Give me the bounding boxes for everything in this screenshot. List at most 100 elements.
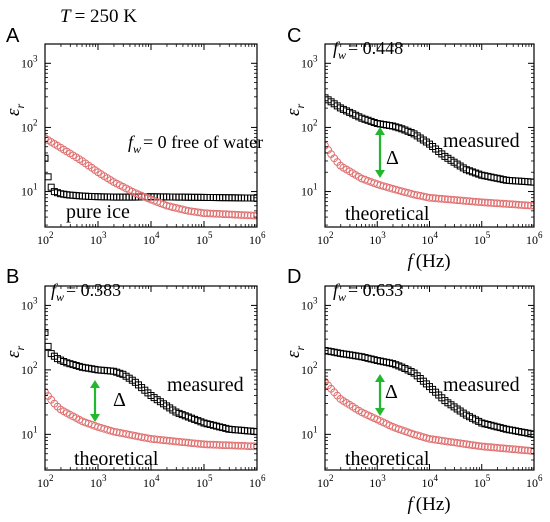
- data-point-circle: [156, 436, 165, 444]
- data-point-circle: [480, 198, 489, 207]
- series-group: [325, 347, 534, 455]
- data-point-circle: [434, 194, 443, 203]
- data-point-circle: [456, 439, 465, 448]
- data-point-circle: [468, 197, 477, 206]
- data-point-circle: [181, 438, 190, 447]
- data-point-circle: [527, 446, 534, 455]
- data-point-circle: [200, 209, 208, 218]
- annotation-label: theoretical: [74, 448, 159, 470]
- condition-label: fw = 0.448: [333, 38, 403, 62]
- data-point-square: [325, 94, 329, 102]
- condition-label: fw = 0 free of water: [128, 132, 263, 156]
- x-axis-label: f (Hz): [408, 251, 451, 272]
- panel-label: B: [6, 266, 19, 288]
- data-point-circle: [193, 439, 202, 448]
- data-point-circle: [200, 440, 208, 449]
- data-point-circle: [511, 200, 520, 209]
- data-point-square: [45, 154, 49, 162]
- data-point-circle: [193, 208, 202, 217]
- data-point-circle: [499, 199, 508, 208]
- data-point-circle: [437, 194, 446, 203]
- data-point-circle: [425, 435, 434, 443]
- data-point-circle: [490, 443, 498, 452]
- delta-arrow: [90, 380, 100, 422]
- data-point-circle: [147, 435, 155, 443]
- data-point-circle: [237, 211, 246, 219]
- data-point-circle: [508, 445, 517, 454]
- data-point-circle: [493, 443, 502, 452]
- data-point-circle: [212, 440, 221, 449]
- data-point-circle: [514, 445, 523, 454]
- data-point-circle: [428, 435, 437, 444]
- data-point-square: [45, 342, 52, 350]
- data-point-circle: [45, 134, 49, 143]
- data-point-circle: [474, 442, 483, 450]
- y-axis-label: εr: [3, 104, 27, 117]
- data-point-circle: [246, 442, 255, 451]
- figure-title: T = 250 K: [60, 6, 137, 27]
- data-point-circle: [234, 210, 243, 219]
- condition-label: fw = 0.383: [51, 280, 121, 304]
- data-point-circle: [250, 442, 257, 451]
- data-point-circle: [496, 444, 505, 453]
- annotation-label: Δ: [386, 147, 399, 169]
- data-point-circle: [453, 196, 462, 205]
- x-tick-label: 104: [422, 473, 439, 490]
- data-point-square: [530, 178, 534, 186]
- data-point-circle: [514, 200, 523, 209]
- x-tick-label: 104: [422, 230, 439, 247]
- annotation-label: theoretical: [345, 448, 430, 470]
- data-point-circle: [502, 200, 511, 208]
- data-point-circle: [508, 200, 517, 209]
- x-tick-label: 103: [90, 473, 107, 490]
- x-tick-label: 106: [249, 230, 266, 247]
- panel-a: A 102 103 104 105 106 101 102 103 εr fw = 0 free of…: [3, 25, 266, 247]
- y-tick-label: 103: [21, 295, 38, 312]
- data-point-circle: [178, 438, 187, 447]
- data-point-circle: [218, 210, 227, 219]
- data-point-circle: [228, 210, 237, 219]
- title-variable: T: [60, 6, 72, 27]
- data-point-circle: [468, 441, 477, 450]
- data-point-circle: [502, 444, 511, 453]
- x-tick-label: 106: [249, 473, 266, 490]
- data-point-circle: [437, 436, 446, 445]
- data-point-square: [45, 329, 49, 336]
- data-point-circle: [416, 191, 425, 200]
- x-tick-label: 104: [143, 230, 160, 247]
- annotation-label: measured: [443, 130, 520, 152]
- y-axis-label: εr: [283, 104, 307, 117]
- data-point-circle: [524, 446, 532, 455]
- panels-group: A 102 103 104 105 106 101 102 103 εr fw = 0 free of…: [3, 25, 543, 515]
- data-point-circle: [447, 438, 455, 446]
- data-point-circle: [231, 210, 240, 219]
- y-tick-label: 101: [301, 182, 318, 199]
- x-tick-label: 105: [196, 230, 213, 247]
- data-point-circle: [462, 197, 471, 205]
- data-point-circle: [462, 440, 471, 449]
- annotation-label: measured: [167, 374, 244, 396]
- data-point-circle: [511, 445, 520, 454]
- data-point-circle: [197, 208, 205, 217]
- data-point-circle: [444, 195, 452, 204]
- data-point-circle: [428, 194, 437, 202]
- data-point-circle: [431, 194, 440, 203]
- data-point-circle: [517, 446, 526, 454]
- data-point-square: [45, 173, 52, 181]
- x-tick-label: 102: [317, 230, 334, 247]
- x-tick-label: 106: [526, 230, 543, 247]
- y-tick-label: 103: [301, 53, 318, 70]
- data-point-circle: [159, 436, 168, 445]
- data-point-circle: [520, 446, 529, 455]
- data-point-circle: [246, 211, 255, 220]
- data-point-circle: [471, 197, 480, 206]
- data-point-circle: [493, 199, 502, 208]
- data-point-circle: [441, 195, 449, 204]
- y-tick-label: 102: [301, 360, 318, 377]
- x-tick-label: 103: [369, 230, 386, 247]
- y-tick-label: 101: [301, 424, 318, 441]
- data-point-circle: [505, 200, 514, 209]
- y-tick-label: 102: [21, 360, 38, 377]
- panel-label: C: [287, 25, 301, 47]
- x-tick-label: 106: [526, 473, 543, 490]
